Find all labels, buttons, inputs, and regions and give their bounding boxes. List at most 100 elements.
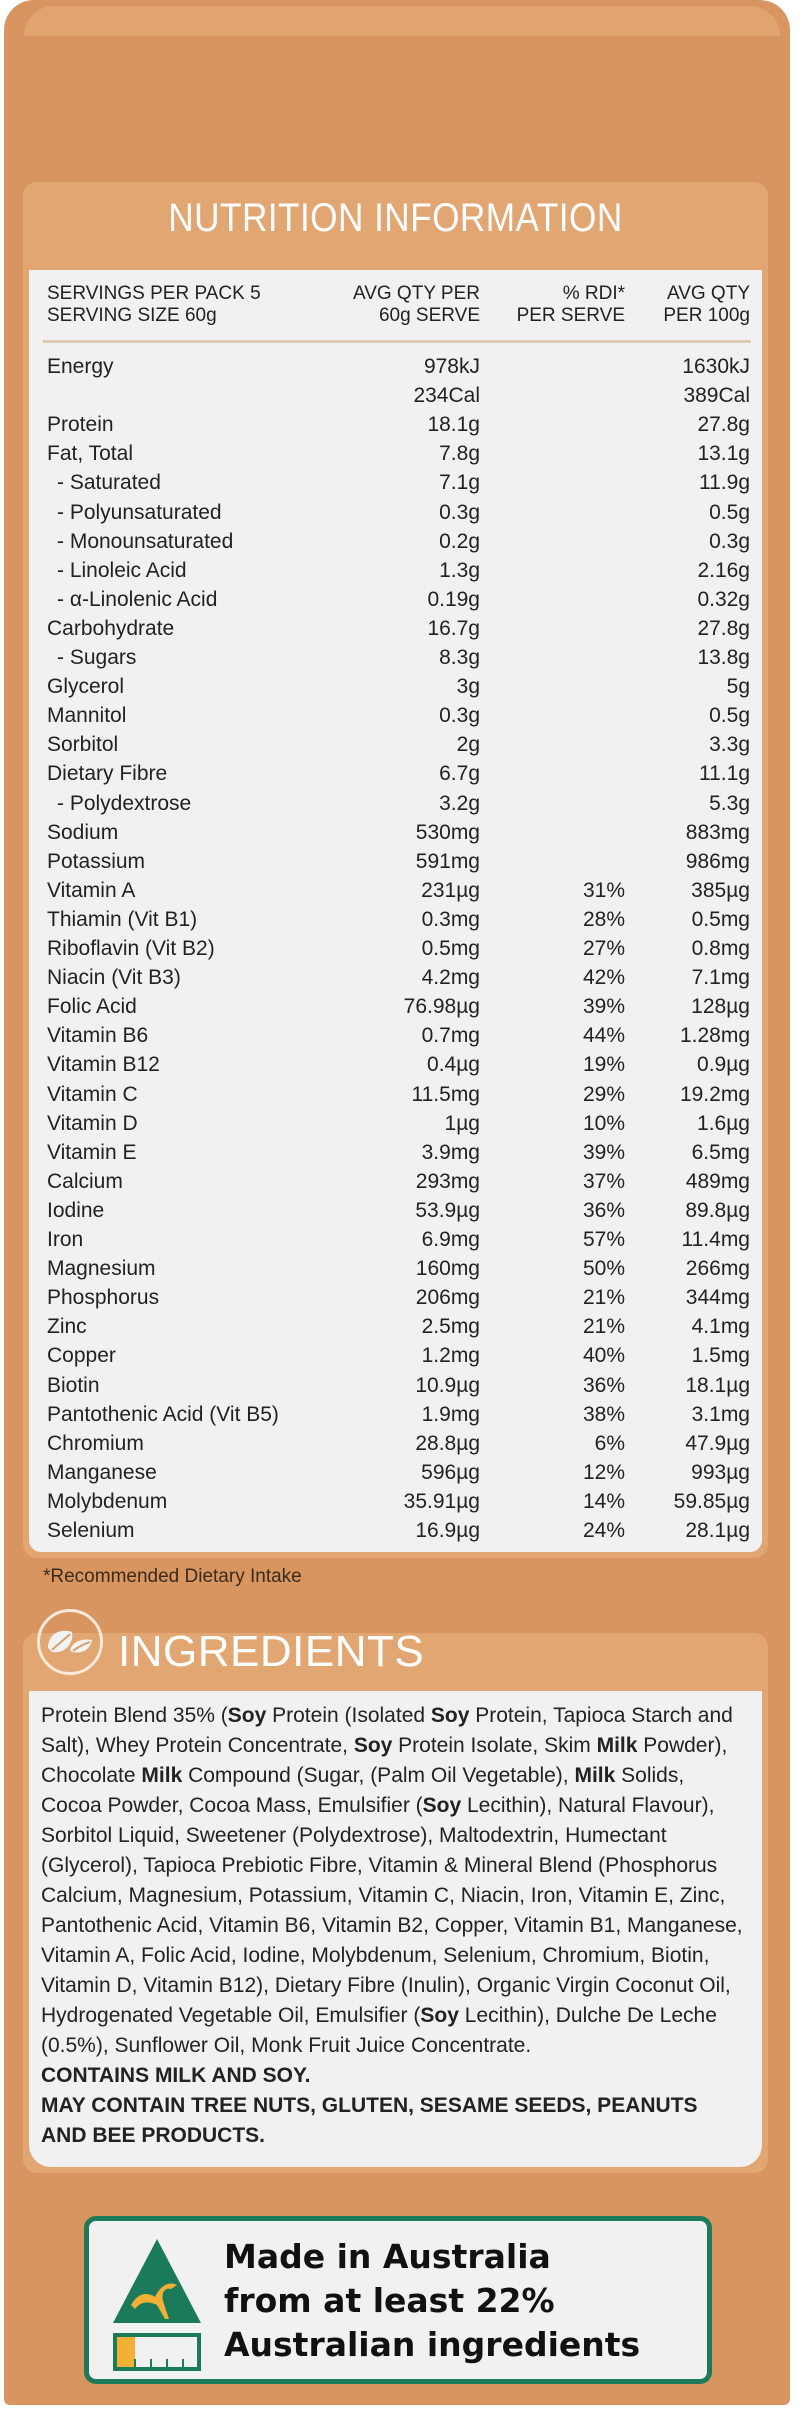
ingredient-text: Compound (Sugar, (Palm Oil Vegetable), bbox=[182, 1764, 575, 1787]
table-row: Phosphorus 206mg 21% 344mg bbox=[29, 1283, 762, 1312]
qty-per-100g: 489mg bbox=[685, 1169, 750, 1193]
nutrient-label: Manganese bbox=[47, 1460, 157, 1484]
nutrient-label: Vitamin B12 bbox=[47, 1053, 160, 1077]
qty-per-100g: 5g bbox=[726, 675, 750, 699]
qty-per-serve: 591mg bbox=[415, 849, 480, 873]
nutrient-label: Iron bbox=[47, 1228, 84, 1251]
rdi-percent: 37% bbox=[582, 1169, 625, 1193]
rdi-percent: 36% bbox=[582, 1373, 625, 1397]
qty-per-100g: 883mg bbox=[685, 820, 750, 844]
nutrient-label: Potassium bbox=[47, 849, 146, 873]
rdi-percent: 39% bbox=[582, 1140, 625, 1164]
ingredients-text: Protein Blend 35% (Soy Protein (Isolated… bbox=[29, 1691, 762, 2167]
table-row: Niacin (Vit B3) 4.2mg 42% 7.1mg bbox=[29, 963, 762, 992]
nutrient-label: Carbohydrate bbox=[47, 616, 175, 640]
nutrient-label: Chromium bbox=[47, 1431, 144, 1455]
qty-per-100g: 28.1µg bbox=[685, 1519, 750, 1542]
nutrient-label: Vitamin A bbox=[47, 878, 136, 902]
qty-per-100g: 47.9µg bbox=[685, 1431, 750, 1455]
qty-per-serve: 7.1g bbox=[439, 471, 480, 495]
nutrition-title: NUTRITION INFORMATION bbox=[168, 196, 623, 240]
qty-per-serve: 7.8g bbox=[439, 442, 480, 466]
nutrient-label: Magnesium bbox=[47, 1257, 156, 1281]
qty-per-serve: 1µg bbox=[444, 1111, 480, 1135]
qty-per-serve: 6.9mg bbox=[421, 1228, 480, 1251]
qty-per-100g: 27.8g bbox=[697, 616, 750, 640]
qty-per-serve: 0.5mg bbox=[421, 937, 480, 960]
col-header-serve-1: AVG QTY PER bbox=[352, 283, 480, 304]
table-row: - Linoleic Acid 1.3g 2.16g bbox=[29, 556, 762, 585]
col-header-rdi-1: % RDI* bbox=[562, 283, 625, 304]
nutrition-table-header: SERVINGS PER PACK 5 SERVING SIZE 60g AVG… bbox=[29, 278, 762, 328]
rdi-percent: 50% bbox=[582, 1257, 625, 1281]
qty-per-serve: 0.4µg bbox=[427, 1053, 480, 1077]
table-row: Iron 6.9mg 57% 11.4mg bbox=[29, 1225, 762, 1254]
nutrient-label: Fat, Total bbox=[47, 442, 133, 466]
qty-per-serve: 3g bbox=[456, 675, 480, 699]
qty-per-serve: 0.3mg bbox=[421, 907, 480, 931]
qty-per-serve: 0.3g bbox=[439, 704, 480, 728]
rdi-percent: 10% bbox=[582, 1111, 625, 1135]
nutrient-label: Sodium bbox=[47, 820, 119, 844]
nutrient-label: Mannitol bbox=[47, 704, 127, 728]
allergen-highlight: Soy bbox=[420, 2004, 459, 2027]
col-header-100g-1: AVG QTY bbox=[666, 283, 750, 304]
qty-per-100g: 1.6µg bbox=[697, 1111, 750, 1135]
qty-per-100g: 344mg bbox=[685, 1286, 750, 1310]
col-header-serve-2: 60g SERVE bbox=[378, 305, 480, 326]
qty-per-100g: 0.9µg bbox=[697, 1053, 750, 1077]
table-row: Pantothenic Acid (Vit B5) 1.9mg 38% 3.1mg bbox=[29, 1400, 762, 1429]
qty-per-100g: 1.5mg bbox=[691, 1344, 750, 1368]
qty-per-serve: 1.3g bbox=[439, 558, 480, 582]
allergen-highlight: Milk bbox=[574, 1764, 616, 1787]
table-row: 234Cal 389Cal bbox=[29, 381, 762, 410]
ingredients-title: INGREDIENTS bbox=[118, 1627, 425, 1676]
table-row: Vitamin B6 0.7mg 44% 1.28mg bbox=[29, 1021, 762, 1050]
origin-line-3: Australian ingredients bbox=[224, 2325, 641, 2364]
qty-per-100g: 2.16g bbox=[697, 558, 750, 582]
qty-per-serve: 11.5mg bbox=[411, 1082, 481, 1106]
rdi-percent: 57% bbox=[582, 1228, 625, 1251]
qty-per-serve: 530mg bbox=[415, 820, 480, 844]
qty-per-serve: 16.7g bbox=[427, 616, 480, 640]
qty-per-100g: 0.5mg bbox=[691, 907, 750, 931]
nutrient-label: Iodine bbox=[47, 1198, 105, 1222]
qty-per-100g: 59.85µg bbox=[673, 1489, 750, 1513]
ingredient-text: Protein Blend 35% ( bbox=[41, 1704, 228, 1727]
qty-per-serve: 1.2mg bbox=[421, 1344, 480, 1368]
nutrient-label: Molybdenum bbox=[47, 1489, 168, 1513]
qty-per-serve: 206mg bbox=[415, 1286, 480, 1310]
nutrient-label: - Polyunsaturated bbox=[57, 500, 222, 524]
nutrient-label: Vitamin D bbox=[47, 1111, 138, 1135]
rdi-percent: 36% bbox=[582, 1198, 625, 1222]
rdi-percent: 29% bbox=[582, 1082, 625, 1106]
qty-per-serve: 0.2g bbox=[439, 529, 480, 553]
table-row: Sorbitol 2g 3.3g bbox=[29, 730, 762, 759]
qty-per-serve: 53.9µg bbox=[415, 1198, 480, 1222]
qty-per-100g: 0.5g bbox=[709, 500, 750, 524]
table-row: Fat, Total 7.8g 13.1g bbox=[29, 439, 762, 468]
table-row: - Saturated 7.1g 11.9g bbox=[29, 468, 762, 497]
nutrient-label: Copper bbox=[47, 1344, 116, 1368]
qty-per-serve: 76.98µg bbox=[403, 995, 480, 1019]
qty-per-100g: 27.8g bbox=[697, 413, 750, 437]
nutrient-label: - Linoleic Acid bbox=[57, 558, 187, 582]
nutrient-label: Protein bbox=[47, 413, 114, 437]
rdi-percent: 21% bbox=[582, 1315, 625, 1339]
table-row: Copper 1.2mg 40% 1.5mg bbox=[29, 1341, 762, 1370]
qty-per-serve: 8.3g bbox=[439, 646, 480, 669]
nutrient-label: Selenium bbox=[47, 1519, 135, 1542]
qty-per-100g: 0.3g bbox=[709, 529, 750, 553]
nutrient-label: Folic Acid bbox=[47, 995, 137, 1019]
table-row: Vitamin A 231µg 31% 385µg bbox=[29, 876, 762, 905]
nutrient-label: Glycerol bbox=[47, 675, 125, 699]
qty-per-100g: 13.8g bbox=[697, 646, 750, 669]
nutrient-label: - Sugars bbox=[57, 646, 137, 669]
nutrient-label: Sorbitol bbox=[47, 733, 119, 757]
qty-per-serve: 4.2mg bbox=[421, 966, 480, 990]
qty-per-100g: 0.32g bbox=[697, 587, 750, 611]
table-row: Zinc 2.5mg 21% 4.1mg bbox=[29, 1312, 762, 1341]
allergen-highlight: Soy bbox=[227, 1704, 267, 1727]
col-header-rdi-2: PER SERVE bbox=[516, 305, 625, 326]
rdi-percent: 14% bbox=[582, 1489, 625, 1513]
